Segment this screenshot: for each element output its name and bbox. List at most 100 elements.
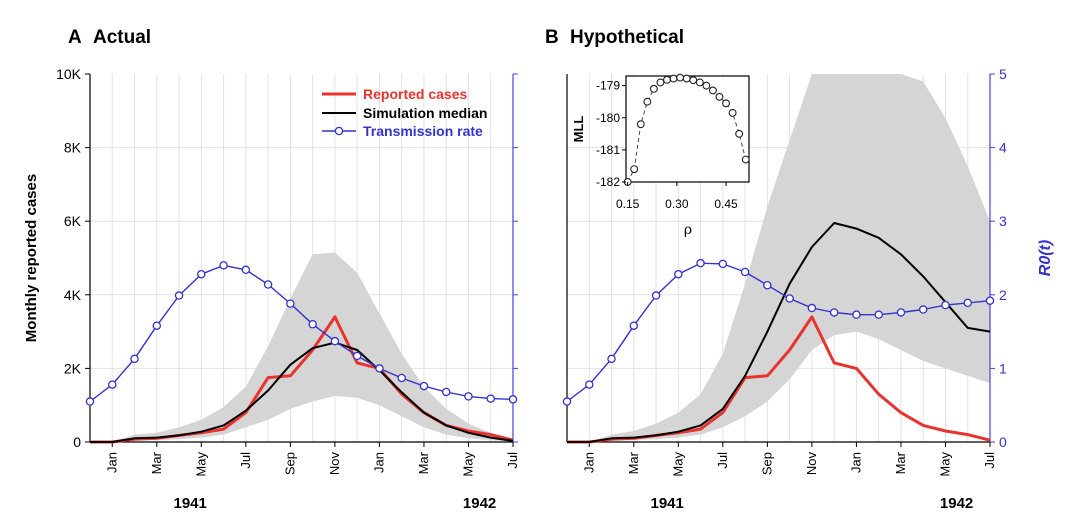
y-tick-label: 8K [64, 140, 82, 156]
transmission-rate-point [330, 336, 340, 346]
inset-x-tick-label: 0.30 [665, 197, 689, 211]
y-tick-label: 10K [56, 66, 82, 82]
transmission-rate-point [441, 387, 451, 397]
y-tick-label: 2K [64, 360, 82, 376]
transmission-rate-point [486, 394, 495, 403]
inset-x-tick-label: 0.15 [616, 197, 640, 211]
x-tick-label: Nov [327, 452, 342, 476]
transmission-rate-point [963, 298, 972, 308]
inset-y-tick-label: -179 [596, 79, 620, 93]
transmission-rate-point [352, 351, 362, 361]
transmission-rate-point [852, 310, 861, 319]
inset-y-tick-label: -182 [596, 175, 620, 189]
x-tick-label: Mar [893, 451, 908, 474]
panel-a: A Actual 0 2K 4K 6K 8K 10K Jan Mar May Jul Sep Nov Jan… [23, 27, 520, 512]
y-right-tick-label: 3 [999, 213, 1007, 229]
inset-y-axis-label: MLL [571, 116, 586, 143]
transmission-rate-point [896, 308, 906, 317]
y-axis-label: Monthly reported cases [23, 174, 40, 342]
x-tick-label: Mar [416, 451, 431, 474]
x-tick-label: Mar [149, 451, 164, 474]
series-line-simulation-median [567, 222, 991, 443]
transmission-rate-point [308, 319, 317, 329]
transmission-rate-point [286, 299, 295, 308]
x-tick-label: Jul [715, 452, 730, 469]
inset-frame [625, 75, 750, 183]
transmission-rate-point [807, 303, 817, 313]
inset-point [715, 92, 724, 101]
transmission-rate-point [263, 280, 273, 289]
inset-point [649, 84, 658, 93]
inset-x-tick-label: 0.45 [714, 197, 738, 211]
inset-point [656, 78, 665, 87]
transmission-rate-point [985, 296, 995, 305]
inset-y-tick-label: -181 [596, 143, 620, 157]
inset-point [695, 78, 704, 87]
x-tick-label: May [937, 452, 952, 477]
transmission-rate-point [85, 397, 95, 406]
legend-marker [334, 126, 344, 136]
transmission-rate-point [130, 354, 139, 364]
transmission-rate-point [874, 310, 883, 319]
inset-point [689, 76, 698, 85]
x-tick-label: Jan [581, 452, 596, 473]
transmission-rate-point [241, 265, 251, 275]
transmission-rate-point [108, 380, 117, 389]
transmission-rate-point [197, 269, 206, 279]
transmission-rate-point [585, 380, 594, 389]
transmission-rate-point [674, 269, 683, 279]
transmission-rate-point [464, 392, 473, 401]
transmission-rate-point [397, 373, 406, 383]
x-tick-label: Nov [804, 452, 819, 476]
y-right-tick-label: 1 [999, 360, 1007, 376]
legend: Reported cases Simulation median Transmiss… [322, 86, 487, 139]
transmission-rate-point [562, 397, 572, 406]
inset-point [708, 86, 717, 95]
panel-title: Actual [93, 27, 151, 48]
x-tick-label: Jan [848, 452, 863, 473]
inset-point [630, 165, 639, 174]
y-right-tick-label: 5 [999, 66, 1007, 82]
year-label: 1942 [940, 495, 973, 512]
transmission-rate-point [508, 395, 518, 404]
x-tick-label: May [193, 452, 208, 477]
transmission-rate-point [829, 308, 839, 317]
inset-point [728, 108, 737, 117]
x-tick-label: Sep [282, 452, 297, 475]
panel-letter: A [68, 27, 82, 48]
legend-label: Transmission rate [363, 123, 483, 139]
inset-point [735, 129, 744, 138]
x-tick-label: Sep [759, 452, 774, 475]
y-tick-label: 0 [73, 434, 81, 450]
inset-point [636, 120, 645, 129]
transmission-rate-point [785, 294, 794, 303]
transmission-rate-point [419, 381, 429, 391]
inset-point [722, 99, 730, 108]
year-label: 1941 [173, 495, 206, 512]
panel-letter: B [545, 27, 559, 48]
x-tick-label: Jan [104, 452, 119, 473]
inset-point [741, 155, 750, 164]
inset-chart: -179 -180 -181 -182 0.15 0.30 0.45 MLL ρ [571, 73, 750, 238]
transmission-rate-point [918, 305, 928, 314]
series-line-simulation-median [90, 341, 514, 443]
inset-point [643, 97, 652, 106]
inset-y-tick-label: -180 [596, 111, 620, 125]
x-tick-label: May [670, 452, 685, 477]
transmission-rate-point [607, 354, 616, 364]
y-right-tick-label: 0 [999, 434, 1007, 450]
y-right-tick-label: 2 [999, 287, 1007, 303]
inset-point [669, 74, 678, 83]
x-tick-label: Jul [505, 452, 520, 469]
transmission-rate-point [763, 280, 772, 290]
x-tick-label: Jul [238, 452, 253, 469]
transmission-rate-point [740, 267, 750, 277]
x-tick-label: Mar [626, 451, 641, 474]
inset-point [676, 73, 685, 82]
panel-title: Hypothetical [570, 27, 684, 48]
y-right-axis-label: R0(t) [1037, 240, 1054, 276]
transmission-rate-point [696, 258, 705, 268]
transmission-rate-point [219, 261, 228, 270]
year-label: 1942 [463, 495, 496, 512]
